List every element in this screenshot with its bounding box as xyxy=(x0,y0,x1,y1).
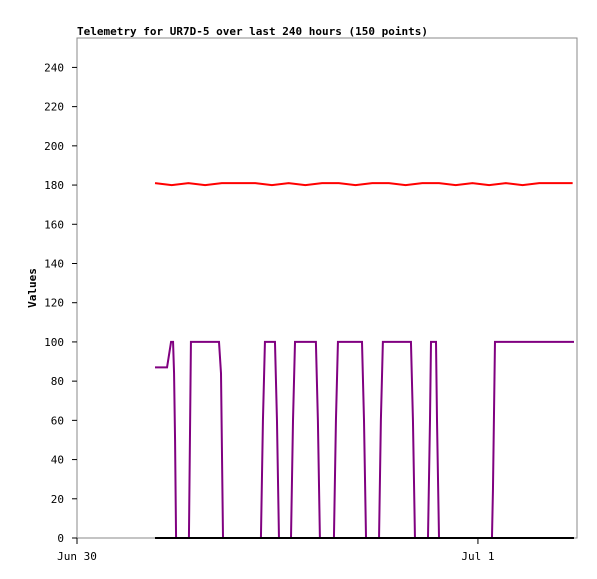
y-tick-label: 180 xyxy=(44,179,64,192)
plot-frame xyxy=(76,37,578,539)
x-tick-label: Jul 1 xyxy=(461,550,494,563)
y-axis-label: Values xyxy=(26,268,39,308)
y-tick-label: 40 xyxy=(51,454,64,467)
y-tick-label: 20 xyxy=(51,493,64,506)
y-tick-label: 220 xyxy=(44,101,64,114)
y-tick-label: 100 xyxy=(44,336,64,349)
data-line xyxy=(155,340,574,539)
data-line xyxy=(154,182,573,187)
y-tick-label: 0 xyxy=(57,532,64,545)
y-tick-label: 120 xyxy=(44,297,64,310)
y-tick-label: 240 xyxy=(44,61,64,74)
y-tick-label: 80 xyxy=(51,375,64,388)
y-tick-label: 60 xyxy=(51,414,64,427)
y-tick-label: 200 xyxy=(44,140,64,153)
x-tick-label: Jun 30 xyxy=(57,550,97,563)
y-tick-label: 160 xyxy=(44,218,64,231)
chart-title: Telemetry for UR7D-5 over last 240 hours… xyxy=(77,25,428,38)
y-tick-label: 140 xyxy=(44,257,64,270)
